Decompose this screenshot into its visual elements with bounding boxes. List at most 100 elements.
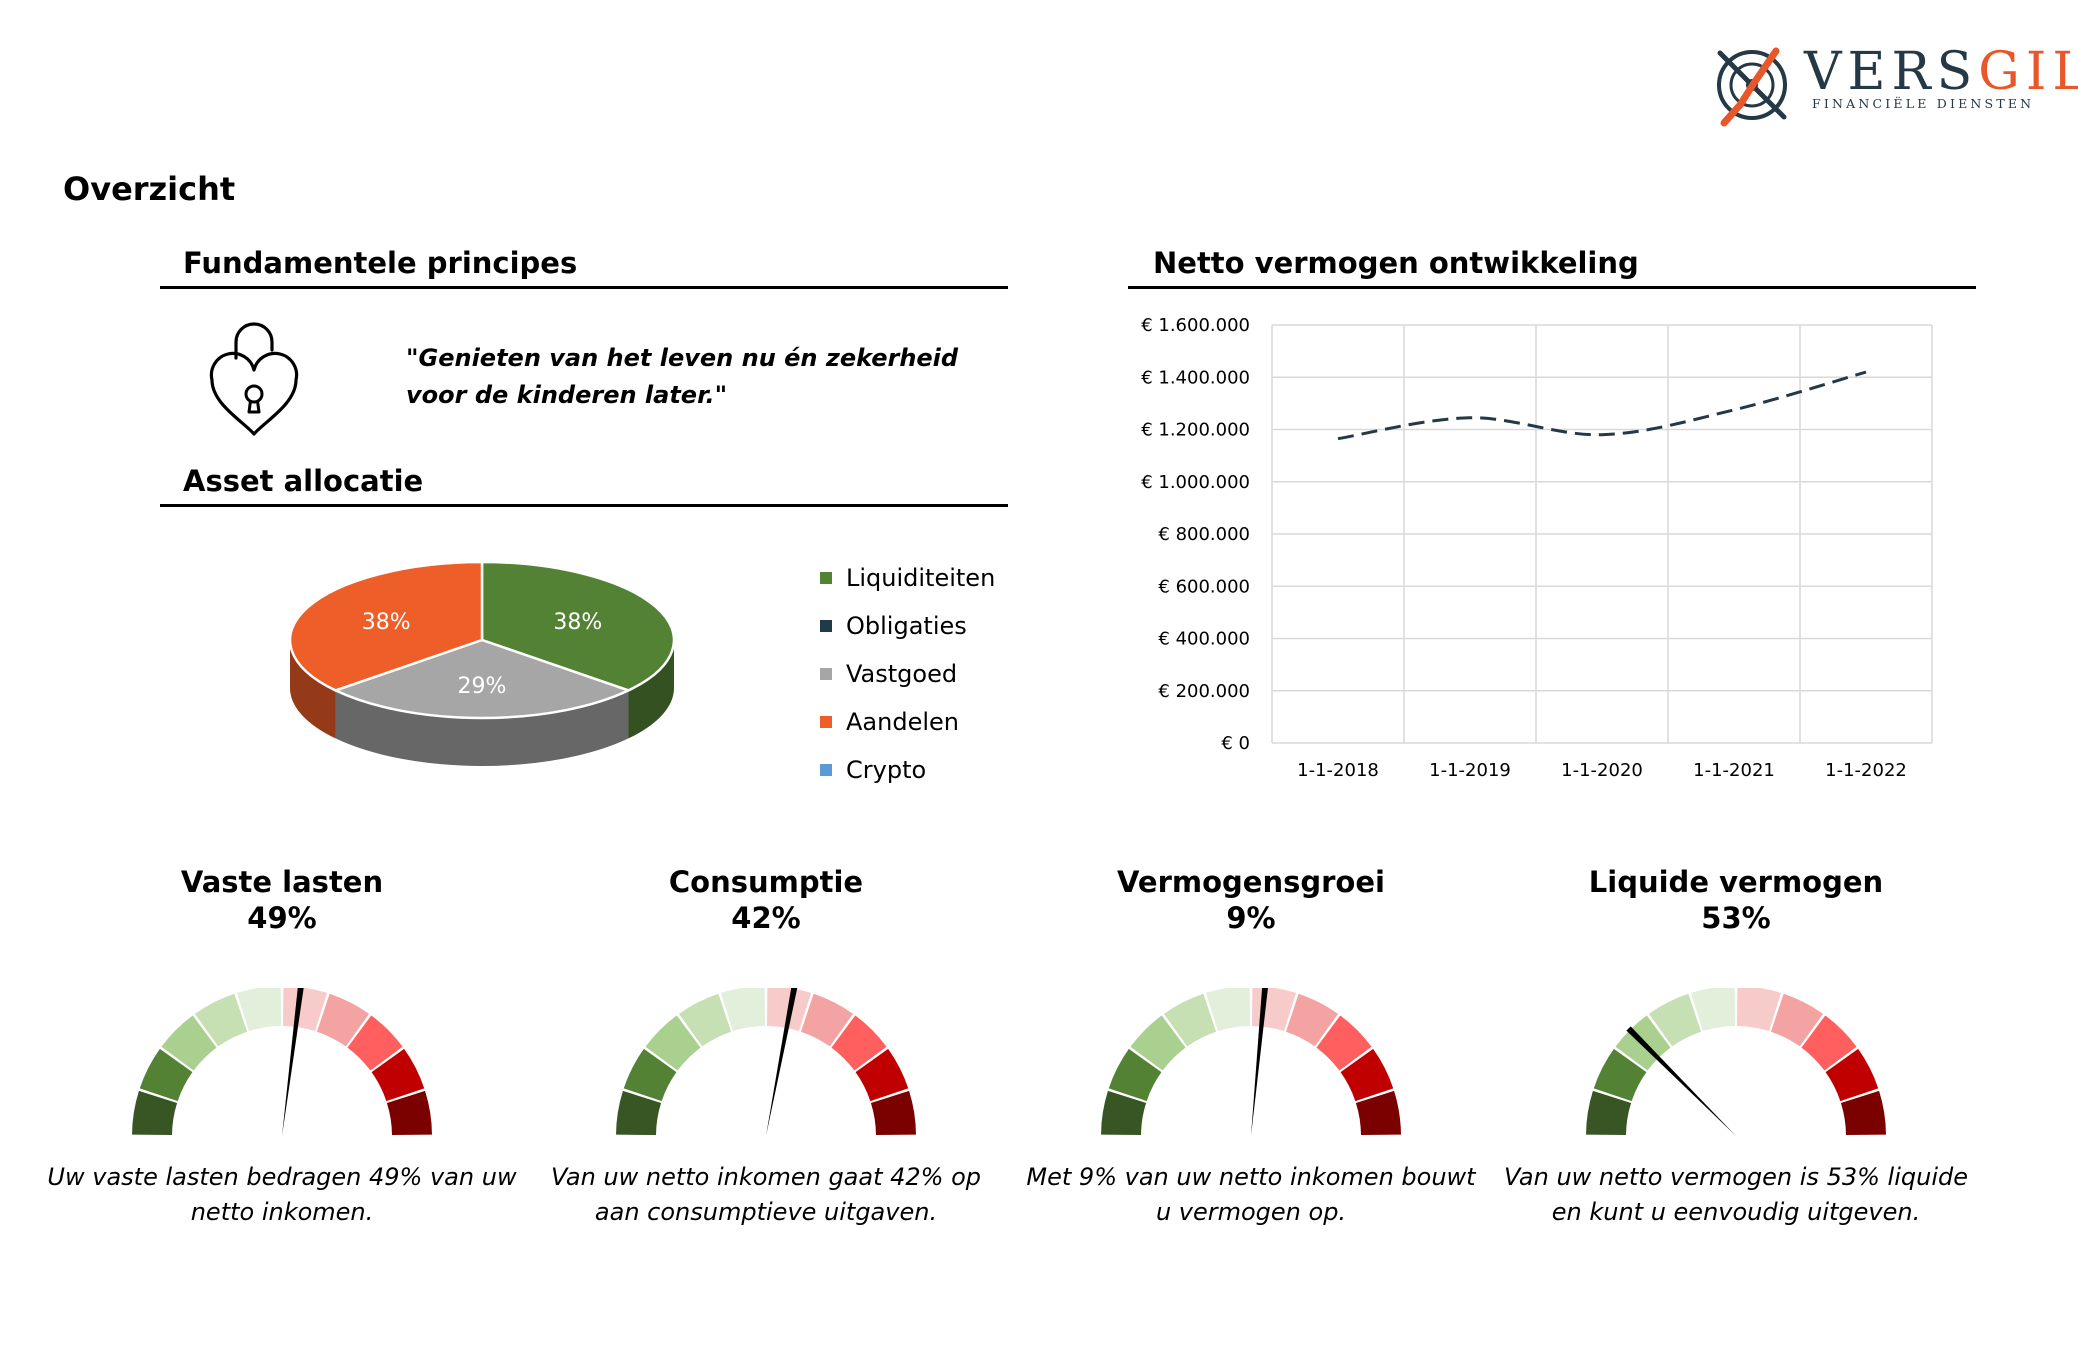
gauge-dial (1101, 988, 1401, 1136)
gauge-title: Consumptie (668, 865, 864, 899)
gauge-title: Vaste lasten (180, 865, 384, 899)
company-logo: VERSGIL FINANCIËLE DIENSTEN (1710, 40, 2078, 130)
gauge-segment (1825, 1048, 1879, 1102)
logo-subtitle: FINANCIËLE DIENSTEN (1812, 96, 2035, 111)
gauge-segment (1840, 1090, 1886, 1136)
asset-allocation-pie-chart: 38% 29% 38% (288, 560, 676, 766)
gauge-segment (1736, 988, 1782, 1032)
gauge-segment (831, 1015, 887, 1071)
x-tick-label: 1-1-2019 (1429, 760, 1511, 781)
principles-section-divider (160, 286, 1008, 289)
gauge-description: Uw vaste lasten bedragen 49% van uw nett… (47, 1163, 517, 1226)
legend-item-vastgoed: Vastgoed (820, 650, 995, 698)
gauge-description: Van uw netto inkomen gaat 42% op aan con… (550, 1163, 982, 1226)
gauge-segment (855, 1048, 909, 1102)
legend-label: Vastgoed (846, 660, 958, 688)
gauge-segment (194, 993, 248, 1047)
y-tick-label: € 0 (1221, 733, 1250, 754)
pie-data-label-vastgoed: 29% (458, 674, 507, 699)
gauge-dial (1586, 988, 1886, 1136)
gauge-segment (1593, 1048, 1647, 1102)
gauge-segment (1340, 1048, 1394, 1102)
y-tick-label: € 1.000.000 (1141, 472, 1250, 493)
gauge-value: 53% (1701, 901, 1771, 935)
legend-item-aandelen: Aandelen (820, 698, 995, 746)
compass-logo-icon (1717, 47, 1787, 127)
gauge-value: 42% (731, 901, 801, 935)
allocation-section-divider (160, 504, 1008, 507)
gauge-segment (1316, 1015, 1372, 1071)
pie-data-label-liquiditeiten: 38% (553, 610, 602, 635)
heart-lock-icon (209, 322, 299, 436)
pie-side-liquiditeiten (628, 640, 674, 739)
pie-chart-legend: Liquiditeiten Obligaties Vastgoed Aandelen C… (820, 554, 995, 794)
gauge-segment (161, 1015, 217, 1071)
logo-name-part1: VERS (1804, 42, 1979, 102)
principles-quote: "Genieten van het leven nu én zekerheid … (406, 344, 959, 409)
y-tick-label: € 1.600.000 (1141, 315, 1250, 336)
gauge-segment (1285, 993, 1339, 1047)
pie-slice-aandelen (288, 560, 484, 692)
gauge-segment (1101, 1090, 1147, 1136)
pie-sides (290, 640, 674, 766)
legend-label: Obligaties (846, 612, 967, 640)
gauge-segment (1801, 1015, 1857, 1071)
gauge-segment (1770, 993, 1824, 1047)
gauge-needle (1626, 1026, 1736, 1136)
x-tick-label: 1-1-2021 (1693, 760, 1775, 781)
gauge-segment (800, 993, 854, 1047)
gauge-segment (623, 1048, 677, 1102)
gauge-dial (616, 988, 916, 1136)
y-tick-label: € 200.000 (1158, 681, 1250, 702)
gauge-segment (616, 1090, 662, 1136)
gauge-segment (139, 1048, 193, 1102)
gauge-segment (1355, 1090, 1401, 1136)
gauge-title: Vermogensgroei (1117, 865, 1385, 899)
gauge-title: Liquide vermogen (1588, 865, 1884, 899)
gauge-segment (282, 988, 328, 1032)
y-tick-label: € 1.400.000 (1141, 367, 1250, 388)
pie-side-vastgoed (335, 690, 629, 766)
gauge-segment (1130, 1015, 1186, 1071)
gauge-segment (386, 1090, 432, 1136)
gauge-description: Met 9% van uw netto inkomen bouwt u verm… (1026, 1163, 1476, 1226)
gauge-segment (870, 1090, 916, 1136)
networth-section-divider (1128, 286, 1976, 289)
y-tick-label: € 400.000 (1158, 629, 1250, 650)
gauge-segment (1108, 1048, 1162, 1102)
legend-item-obligaties: Obligaties (820, 602, 995, 650)
gauge-segment (1163, 993, 1217, 1047)
legend-swatch (820, 572, 832, 584)
legend-label: Liquiditeiten (846, 564, 996, 592)
gauge-segment (720, 988, 766, 1032)
gauge-segment (1648, 993, 1702, 1047)
x-tick-label: 1-1-2022 (1825, 760, 1907, 781)
legend-swatch (820, 620, 832, 632)
gauge-segment (236, 988, 282, 1032)
principles-section-title: Fundamentele principes (183, 246, 578, 280)
allocation-section-title: Asset allocatie (183, 464, 424, 498)
networth-section-title: Netto vermogen ontwikkeling (1153, 246, 1639, 280)
legend-item-crypto: Crypto (820, 746, 995, 794)
gauge-description: Van uw netto vermogen is 53% liquide en … (1504, 1163, 1968, 1226)
legend-label: Crypto (846, 756, 927, 784)
gauge-dial (132, 988, 432, 1136)
legend-label: Aandelen (846, 708, 959, 736)
gauge-segment (678, 993, 732, 1047)
x-tick-label: 1-1-2020 (1561, 760, 1643, 781)
gauge-value: 9% (1226, 901, 1276, 935)
net-worth-series-line-0 (1337, 370, 1867, 441)
gauge-segment (132, 1090, 178, 1136)
legend-item-liquiditeiten: Liquiditeiten (820, 554, 995, 602)
y-tick-label: € 800.000 (1158, 524, 1250, 545)
pie-side-aandelen (290, 640, 336, 739)
gauge-segment (347, 1015, 403, 1071)
legend-swatch (820, 668, 832, 680)
pie-slice-liquiditeiten (480, 560, 676, 692)
gauge-value: 49% (247, 901, 317, 935)
page-title: Overzicht (63, 170, 236, 208)
logo-name-part2: GIL (1978, 42, 2078, 102)
gauge-segment (1586, 1090, 1632, 1136)
gauge-segment (316, 993, 370, 1047)
y-tick-label: € 1.200.000 (1141, 420, 1250, 441)
